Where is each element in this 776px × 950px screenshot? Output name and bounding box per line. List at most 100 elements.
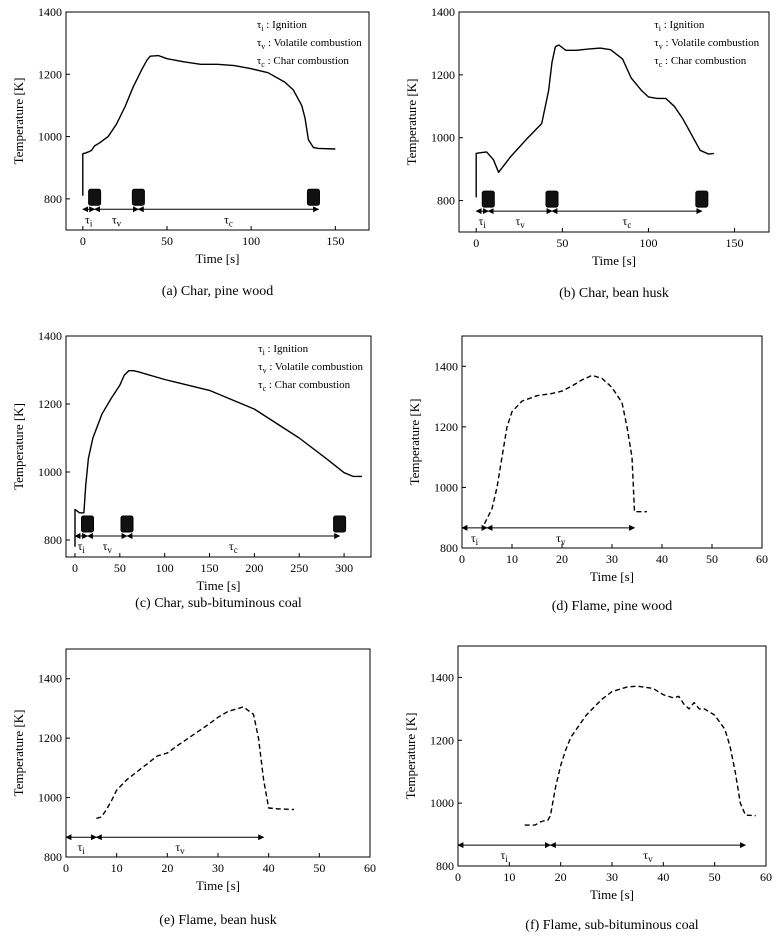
- x-tick-label: 0: [459, 552, 465, 566]
- y-tick-label: 1200: [431, 68, 455, 82]
- legend-entry: τi : Ignition: [257, 19, 308, 33]
- x-axis-label: Time [s]: [590, 887, 634, 902]
- x-axis-label: Time [s]: [592, 253, 636, 268]
- particle-photo-marker: [481, 190, 495, 208]
- x-tick-label: 60: [760, 870, 772, 884]
- particle-photo-marker: [333, 515, 347, 533]
- x-tick-label: 250: [290, 561, 308, 575]
- x-tick-label: 200: [245, 561, 263, 575]
- y-tick-label: 1000: [430, 796, 454, 810]
- y-tick-label: 800: [44, 533, 62, 547]
- y-tick-label: 800: [440, 541, 458, 555]
- x-tick-label: 100: [156, 561, 174, 575]
- plot-frame: [65, 648, 371, 858]
- phase-label: τv: [643, 848, 653, 864]
- y-tick-label: 1200: [38, 731, 62, 745]
- x-tick-label: 100: [242, 234, 260, 248]
- x-tick-label: 50: [313, 861, 325, 875]
- particle-photo-marker: [306, 188, 320, 206]
- y-tick-label: 1000: [434, 480, 458, 494]
- panel-caption: (c) Char, sub-bituminous coal: [135, 596, 302, 611]
- y-tick-label: 800: [44, 850, 62, 864]
- y-tick-label: 1200: [38, 397, 62, 411]
- series-line: [483, 374, 647, 525]
- phase-label: τc: [623, 214, 632, 230]
- phase-label: τv: [175, 840, 185, 856]
- particle-photo-marker: [695, 190, 709, 208]
- chart-panel-b: 0 50 100 150 800 1000 1200 1400 Time [s] Temperat…: [404, 5, 770, 301]
- particle-photo-marker: [120, 515, 134, 533]
- phase-label: τv: [556, 531, 566, 547]
- y-axis-label: Temperature [K]: [11, 403, 26, 490]
- x-tick-label: 40: [263, 861, 275, 875]
- chart-panel-f: 0 10 20 30 40 50 60 800 1000 1200 1400 Time [s] Temp…: [403, 645, 772, 933]
- y-axis-label: Temperature [K]: [11, 710, 26, 797]
- chart-panel-a: 0 50 100 150 800 1000 1200 1400 Time [s] Temperat…: [11, 5, 370, 299]
- y-axis-label: Temperature [K]: [11, 78, 26, 165]
- plot-frame: [65, 335, 372, 558]
- legend-entry: τc : Char combustion: [258, 379, 351, 393]
- x-tick-label: 50: [161, 234, 173, 248]
- y-axis-label: Temperature [K]: [407, 399, 422, 486]
- x-tick-label: 50: [556, 236, 568, 250]
- y-tick-label: 1000: [38, 130, 62, 144]
- x-tick-label: 30: [606, 552, 618, 566]
- x-tick-label: 100: [639, 236, 657, 250]
- plot-frame: [457, 645, 767, 867]
- x-tick-label: 20: [555, 870, 567, 884]
- legend-entry: τv : Volatile combustion: [258, 361, 363, 375]
- x-tick-label: 40: [656, 552, 668, 566]
- phase-label: τv: [515, 214, 525, 230]
- x-tick-label: 60: [364, 861, 376, 875]
- x-tick-label: 10: [503, 870, 515, 884]
- series-line: [475, 44, 714, 198]
- phase-label: τc: [229, 539, 238, 555]
- x-tick-label: 300: [335, 561, 353, 575]
- y-tick-label: 800: [44, 192, 62, 206]
- legend-entry: τv : Volatile combustion: [257, 37, 362, 51]
- legend-entry: τc : Char combustion: [654, 55, 747, 69]
- series-line: [82, 54, 336, 196]
- x-tick-label: 0: [455, 870, 461, 884]
- phase-label: τc: [224, 212, 233, 228]
- phase-label: τi: [78, 539, 86, 555]
- plot-frame: [65, 11, 370, 231]
- x-tick-label: 40: [657, 870, 669, 884]
- phase-label: τv: [103, 539, 113, 555]
- panel-caption: (b) Char, bean husk: [559, 286, 669, 301]
- series-line: [524, 685, 756, 826]
- chart-panel-d: 0 10 20 30 40 50 60 800 1000 1200 1400 Time [s] Temp…: [407, 335, 768, 614]
- x-tick-label: 30: [212, 861, 224, 875]
- particle-photo-marker: [88, 188, 102, 206]
- phase-label: τv: [112, 212, 122, 228]
- phase-label: τi: [85, 212, 93, 228]
- x-tick-label: 150: [326, 234, 344, 248]
- x-tick-label: 20: [161, 861, 173, 875]
- y-tick-label: 1400: [431, 5, 455, 19]
- x-axis-label: Time [s]: [197, 578, 241, 593]
- x-axis-label: Time [s]: [196, 878, 240, 893]
- x-axis-label: Time [s]: [590, 569, 634, 584]
- chart-panel-e: 0 10 20 30 40 50 60 800 1000 1200 1400 Time [s] Temp…: [11, 648, 376, 928]
- panel-caption: (a) Char, pine wood: [162, 284, 273, 299]
- chart-panel-c: 0 50 100 150 200 250 300 800 1000 1200 1400 Time [s…: [11, 329, 372, 611]
- x-tick-label: 20: [556, 552, 568, 566]
- series-line: [96, 706, 295, 820]
- x-tick-label: 0: [80, 234, 86, 248]
- y-axis-label: Temperature [K]: [404, 79, 419, 166]
- y-tick-label: 1000: [38, 791, 62, 805]
- series-line: [74, 370, 362, 547]
- x-tick-label: 0: [63, 861, 69, 875]
- x-tick-label: 0: [473, 236, 479, 250]
- y-tick-label: 1400: [38, 672, 62, 686]
- y-tick-label: 1400: [38, 5, 62, 19]
- particle-photo-marker: [131, 188, 145, 206]
- phase-label: τi: [471, 531, 479, 547]
- legend-entry: τi : Ignition: [654, 19, 705, 33]
- x-tick-label: 0: [72, 561, 78, 575]
- y-tick-label: 1200: [434, 420, 458, 434]
- y-tick-label: 1400: [430, 670, 454, 684]
- panel-caption: (d) Flame, pine wood: [552, 599, 673, 614]
- phase-label: τi: [78, 840, 86, 856]
- x-tick-label: 10: [506, 552, 518, 566]
